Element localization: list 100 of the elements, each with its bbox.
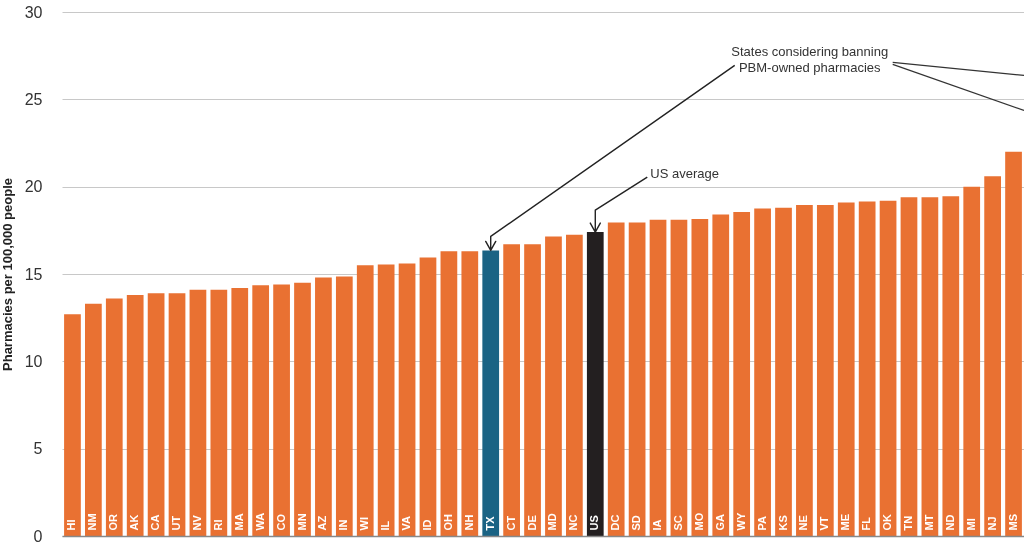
- x-tick-label: WI: [358, 517, 371, 531]
- x-tick-label: NM: [86, 513, 99, 531]
- bar: [1005, 151, 1022, 536]
- bar: [921, 197, 939, 536]
- bar: [754, 208, 771, 536]
- x-tick-label: MT: [922, 514, 935, 531]
- x-tick-label: FL: [860, 516, 873, 531]
- x-tick-label: MS: [1006, 514, 1019, 531]
- x-tick-label: DC: [609, 514, 622, 531]
- bar: [231, 287, 249, 536]
- bar: [85, 303, 102, 536]
- bar: [879, 200, 897, 536]
- x-tick-label: RI: [211, 519, 224, 531]
- bar: [503, 244, 520, 536]
- bar: [524, 244, 541, 536]
- bar: [126, 294, 144, 536]
- bar: [64, 314, 81, 536]
- bar: [900, 197, 918, 536]
- x-tick-label: TN: [901, 515, 914, 531]
- bar: [440, 251, 458, 536]
- bar: [545, 236, 562, 536]
- x-tick-label: ND: [943, 514, 956, 531]
- x-tick-label: ID: [420, 519, 433, 531]
- x-tick-label: IL: [379, 520, 392, 531]
- bar: [252, 285, 270, 536]
- x-tick-label: PA: [755, 515, 768, 531]
- bar: [670, 219, 688, 536]
- x-tick-label: GA: [713, 513, 726, 531]
- x-tick-label: MI: [964, 518, 977, 531]
- bar: [712, 214, 730, 536]
- bar: [189, 289, 207, 536]
- bar: [607, 222, 625, 536]
- x-tick-label: MO: [692, 512, 705, 531]
- y-tick-label: 25: [24, 90, 43, 108]
- x-tick-label: HI: [65, 519, 78, 531]
- bar: [273, 284, 290, 536]
- bar: [377, 264, 395, 536]
- x-tick-label: VA: [400, 515, 413, 531]
- bar: [482, 250, 500, 536]
- bar: [858, 201, 876, 536]
- x-tick-label: MA: [232, 513, 245, 531]
- annotation: US average: [650, 166, 719, 182]
- y-axis-title: Pharmacies per 100,000 people: [0, 178, 15, 371]
- y-tick-label: 5: [33, 440, 43, 458]
- bar: [628, 222, 646, 536]
- x-tick-label: SC: [671, 515, 684, 531]
- x-tick-label: DE: [525, 515, 538, 531]
- x-tick-label: WY: [734, 512, 747, 531]
- x-tick-label: OR: [107, 513, 120, 531]
- y-tick-label: 20: [24, 178, 43, 196]
- bar: [649, 219, 667, 536]
- x-tick-label: NH: [462, 514, 475, 531]
- x-tick-label: WA: [253, 512, 266, 531]
- x-tick-label: US: [588, 515, 601, 531]
- x-tick-label: KS: [776, 515, 789, 531]
- bar: [733, 211, 751, 536]
- x-tick-label: CT: [504, 515, 517, 531]
- bar: [691, 218, 709, 536]
- bar: [942, 196, 960, 536]
- x-tick-label: UT: [170, 515, 183, 531]
- bar: [796, 205, 813, 536]
- x-tick-label: NJ: [985, 516, 998, 531]
- bar: [461, 251, 479, 536]
- x-tick-label: TX: [483, 515, 496, 531]
- bar: [566, 234, 583, 536]
- bar: [398, 263, 416, 536]
- bar: [356, 265, 374, 536]
- y-tick-label: 30: [24, 3, 43, 21]
- bar: [963, 186, 981, 536]
- x-tick-label: CA: [149, 514, 162, 531]
- bar: [210, 289, 228, 536]
- x-tick-label: IA: [651, 519, 664, 531]
- bar: [315, 277, 332, 536]
- bar: [294, 282, 311, 536]
- x-tick-label: CO: [274, 513, 287, 531]
- bar: [837, 202, 855, 536]
- y-tick-label: 10: [24, 352, 43, 370]
- x-tick-label: OH: [441, 513, 454, 531]
- x-tick-label: OK: [881, 513, 894, 531]
- bar: [168, 293, 186, 536]
- x-tick-label: MN: [295, 513, 308, 531]
- y-tick-label: 0: [33, 527, 43, 544]
- x-tick-label: AK: [128, 514, 141, 531]
- bar: [419, 257, 437, 536]
- y-tick-label: 15: [24, 265, 43, 283]
- x-tick-label: SD: [630, 515, 643, 531]
- bar: [984, 176, 1001, 536]
- annotation: States considering banning PBM-owned pharmacies: [731, 44, 889, 76]
- x-tick-label: NV: [190, 514, 203, 531]
- bar: [335, 276, 353, 536]
- x-tick-label: NC: [567, 514, 580, 531]
- bar: [775, 207, 792, 536]
- x-tick-label: AZ: [316, 515, 329, 531]
- x-tick-label: NE: [797, 515, 810, 531]
- x-tick-label: ME: [839, 514, 852, 531]
- bar: [105, 298, 123, 536]
- x-tick-label: MD: [546, 513, 559, 531]
- bar: [816, 205, 834, 536]
- bar: [147, 293, 165, 536]
- x-tick-label: VT: [818, 516, 831, 531]
